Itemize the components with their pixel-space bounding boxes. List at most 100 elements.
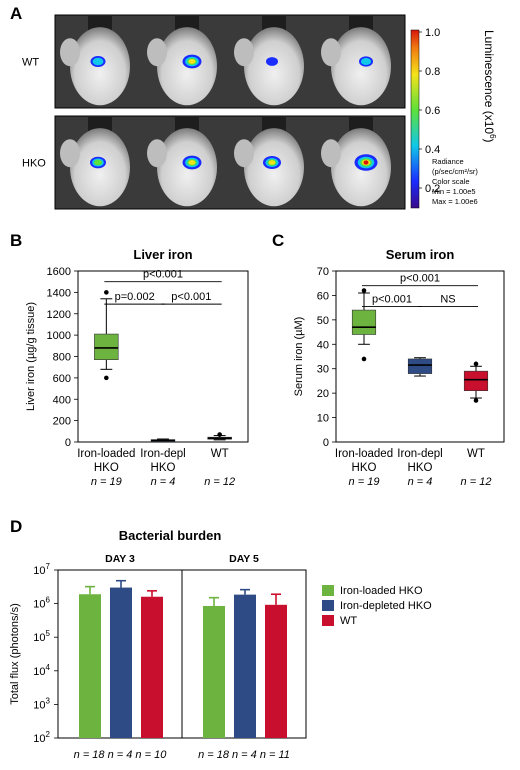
n-label: n = 4 — [408, 476, 433, 488]
box-body — [351, 309, 377, 335]
signal-wt-2 — [182, 54, 202, 69]
colorbar-info-line: (p/sec/cm²/sr) — [432, 167, 478, 176]
y-tick-label: 400 — [53, 394, 71, 406]
box-body — [407, 358, 433, 374]
y-tick-label: 105 — [33, 629, 50, 644]
outlier-point — [104, 375, 109, 381]
n-labels: n = 18 n = 4 n = 10 — [74, 749, 168, 761]
category-label: HKO — [408, 462, 433, 474]
bacterial-burden-chart: Bacterial burden 102 103 104 105 106 107 Total … — [9, 528, 432, 761]
mouse-wt-3 — [234, 15, 304, 106]
y-tick-label: 106 — [33, 596, 50, 611]
n-label: n = 12 — [461, 476, 492, 488]
outlier-point — [217, 432, 222, 437]
chart-title: Bacterial burden — [119, 528, 222, 543]
group-label: DAY 5 — [229, 553, 259, 565]
panel-letter-d: D — [10, 517, 23, 536]
liver-iron-chart: Liver iron 0 200 400 600 800 1000 1200 1400 1600 L… — [25, 247, 249, 488]
box-1 — [94, 290, 119, 381]
bar — [141, 596, 163, 738]
y-tick-label: 30 — [317, 364, 329, 376]
bar — [79, 594, 101, 738]
legend-swatch — [322, 585, 334, 596]
signal-hko-2 — [182, 155, 202, 170]
legend-swatch — [322, 600, 334, 611]
legend-entry: WT — [340, 615, 357, 627]
y-tick-label: 104 — [33, 663, 50, 678]
legend-entry: Iron-depleted HKO — [340, 600, 432, 612]
n-label: n = 19 — [91, 476, 122, 488]
outlier-point — [361, 288, 367, 293]
colorbar-tick: 0.6 — [425, 105, 440, 117]
panel-letter-c: C — [272, 231, 285, 250]
y-tick-label: 60 — [317, 290, 329, 302]
y-tick-label: 0 — [323, 437, 329, 449]
category-label: WT — [211, 448, 229, 460]
colorbar-tick: 0.4 — [425, 144, 440, 156]
y-tick-label: 107 — [33, 562, 50, 577]
y-tick-label: 1600 — [47, 266, 71, 278]
outlier-point — [104, 290, 109, 295]
n-labels: n = 18 n = 4 n = 11 — [198, 749, 290, 761]
group-label: DAY 3 — [105, 553, 135, 565]
colorbar — [410, 29, 420, 209]
y-tick-label: 50 — [317, 315, 329, 327]
category-label: Iron-loaded — [335, 448, 393, 460]
significance-label: p<0.001 — [372, 293, 412, 305]
outlier-point — [361, 356, 367, 362]
n-label: n = 4 — [151, 476, 176, 488]
significance-label: NS — [440, 293, 455, 305]
chart-title: Liver iron — [133, 247, 192, 262]
bar — [203, 605, 225, 738]
signal-wt-3 — [266, 57, 278, 66]
mouse-wt-4 — [321, 15, 391, 106]
row-label-hko: HKO — [22, 158, 46, 170]
signal-wt-4 — [359, 56, 373, 67]
row-label-wt: WT — [22, 57, 39, 69]
category-label: Iron-depl — [397, 448, 442, 460]
colorbar-info-line: Max = 1.00e6 — [432, 197, 478, 206]
panel-letter-a: A — [10, 4, 23, 23]
box-3 — [207, 432, 232, 441]
y-axis-label: Total flux (photons/s) — [9, 603, 21, 705]
signal-wt-1 — [90, 56, 106, 67]
y-tick-label: 200 — [53, 416, 71, 428]
y-tick-label: 1400 — [47, 287, 71, 299]
significance-label: p<0.001 — [143, 269, 183, 281]
box-body — [94, 333, 119, 361]
box-1 — [351, 288, 377, 362]
y-tick-label: 600 — [53, 373, 71, 385]
y-tick-label: 70 — [317, 266, 329, 278]
outlier-point — [473, 361, 479, 367]
outlier-point — [473, 398, 479, 403]
colorbar-info-line: Min = 1.00e5 — [432, 187, 476, 196]
category-label: HKO — [352, 462, 377, 474]
y-tick-label: 103 — [33, 696, 50, 711]
y-tick-label: 40 — [317, 339, 329, 351]
box-2 — [407, 357, 433, 377]
bar — [110, 587, 132, 738]
colorbar-title: Luminescence (x106) — [482, 30, 497, 143]
colorbar-tick: 1.0 — [425, 27, 440, 39]
y-tick-label: 102 — [33, 730, 50, 745]
y-tick-label: 20 — [317, 388, 329, 400]
y-tick-label: 1000 — [47, 330, 71, 342]
significance-label: p<0.001 — [171, 291, 211, 303]
y-axis-label: Serum iron (µM) — [293, 317, 305, 397]
n-label: n = 12 — [204, 476, 235, 488]
imaging-panel: WT HKO 1.0 0.8 0.6 0.4 0.2 Luminescence (x106) R… — [22, 14, 497, 210]
category-label: HKO — [151, 462, 176, 474]
colorbar-info-line: Color scale — [432, 177, 470, 186]
y-tick-label: 1200 — [47, 309, 71, 321]
colorbar-info-line: Radiance — [432, 157, 464, 166]
category-label: Iron-loaded — [77, 448, 135, 460]
bar — [265, 604, 287, 738]
category-label: HKO — [94, 462, 119, 474]
signal-hko-3 — [263, 156, 281, 169]
n-label: n = 19 — [349, 476, 380, 488]
panel-letter-b: B — [10, 231, 23, 250]
box-body — [463, 370, 489, 391]
significance-label: p=0.002 — [115, 291, 155, 303]
legend-swatch — [322, 615, 334, 626]
